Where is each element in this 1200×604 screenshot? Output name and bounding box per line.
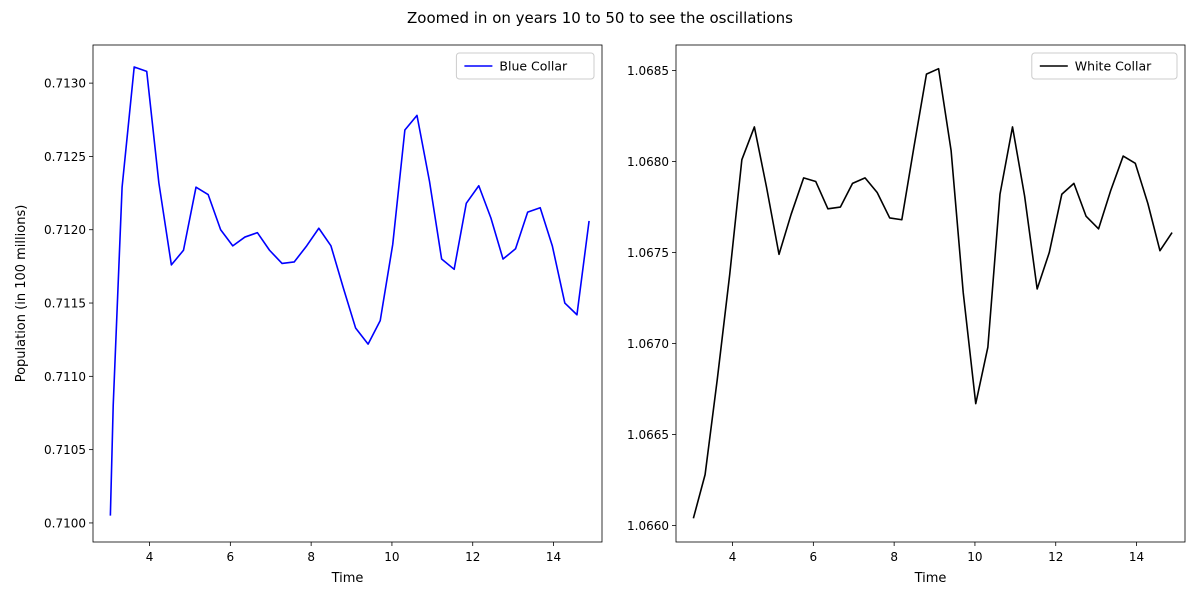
plot-frame [92, 44, 603, 543]
x-axis-label: Time [331, 571, 364, 586]
x-tick-label: 8 [890, 550, 898, 564]
figure-suptitle: Zoomed in on years 10 to 50 to see the o… [407, 9, 793, 27]
y-tick-label: 0.7130 [44, 77, 86, 91]
y-tick-label: 0.7105 [44, 443, 86, 457]
x-tick-label: 4 [729, 550, 737, 564]
x-tick-label: 10 [967, 550, 982, 564]
y-axis-label: Population (in 100 millions) [14, 205, 29, 383]
legend-label: White Collar [1075, 59, 1152, 74]
y-tick-label: 1.0665 [627, 428, 669, 442]
y-tick-label: 0.7120 [44, 223, 86, 237]
y-tick-label: 0.7100 [44, 516, 86, 530]
x-tick-label: 8 [307, 550, 315, 564]
chart-panel-blue-collar: 4 6 8 10 12 14 0.7100 0.7105 0.7110 0.7115 0.7120 0… [14, 44, 603, 586]
y-tick-label: 0.7115 [44, 297, 86, 311]
x-tick-label: 14 [546, 550, 561, 564]
x-tick-label: 4 [146, 550, 154, 564]
y-tick-label: 0.7110 [44, 370, 86, 384]
y-tick-label: 1.0660 [627, 519, 669, 533]
x-tick-label: 14 [1129, 550, 1144, 564]
x-tick-label: 12 [1048, 550, 1063, 564]
series-line-white-collar [692, 67, 1173, 519]
x-tick-label: 10 [384, 550, 399, 564]
y-tick-label: 1.0675 [627, 246, 669, 260]
legend-box [1031, 52, 1178, 80]
chart-panel-white-collar: 4 6 8 10 12 14 1.0660 1.0665 1.0670 1.0675 1.0680 1… [627, 44, 1186, 586]
y-tick-label: 1.0685 [627, 64, 669, 78]
x-tick-label: 12 [465, 550, 480, 564]
x-tick-label: 6 [227, 550, 235, 564]
legend-label: Blue Collar [499, 59, 568, 74]
x-tick-label: 6 [810, 550, 818, 564]
y-tick-label: 0.7125 [44, 150, 86, 164]
plot-frame [675, 44, 1186, 543]
legend-box [455, 52, 595, 80]
series-line-blue-collar [109, 66, 590, 516]
y-tick-label: 1.0670 [627, 337, 669, 351]
x-axis-label: Time [914, 571, 947, 586]
y-tick-label: 1.0680 [627, 155, 669, 169]
